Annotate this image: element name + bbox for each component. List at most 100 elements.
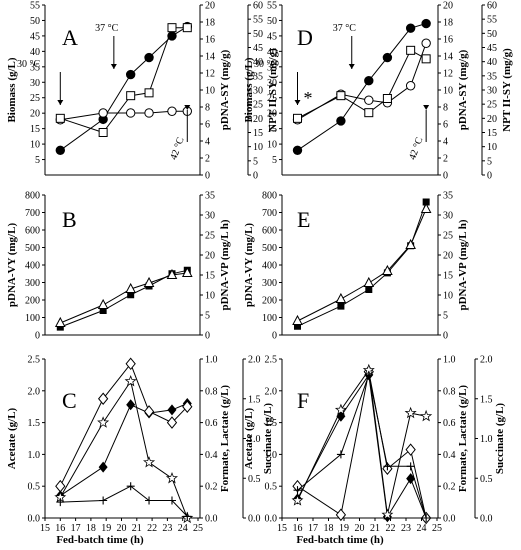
data-point-open-circle <box>98 108 108 118</box>
y-tick-label: 10 <box>205 291 215 302</box>
x-tick-label: 16 <box>293 523 303 534</box>
series-line <box>297 201 427 327</box>
y-axis-title: pDNA-VY (mg/L) <box>6 223 18 308</box>
y-tick-label: 55 <box>30 1 40 12</box>
y-tick-label: 25 <box>267 93 277 104</box>
y-tick-label: 100 <box>262 313 277 324</box>
y-tick-label: 1.0 <box>265 450 278 461</box>
data-point-open-star <box>143 456 156 468</box>
arrow-37c-head <box>110 64 117 69</box>
annotation-37c: 37 °C <box>95 23 118 34</box>
y-tick-label: 2 <box>205 154 210 165</box>
y-tick-label: 30 <box>205 211 215 222</box>
annotation-30c: 30 °C <box>254 59 277 70</box>
series-line <box>297 368 427 515</box>
x-tick-label: 16 <box>55 523 65 534</box>
arrow-30c-head <box>294 100 301 105</box>
y-tick-label: 40 <box>267 47 277 58</box>
y-tick-label: 45 <box>253 43 263 54</box>
data-point-filled-circle <box>336 116 346 126</box>
y-tick-label: 0.0 <box>205 514 218 525</box>
data-point-open-triangle <box>166 268 178 279</box>
series-lactate <box>55 357 193 493</box>
y-tick-label: 2.0 <box>248 355 261 366</box>
x-tick-label: 18 <box>86 523 96 534</box>
y-tick-label: 35 <box>30 62 40 73</box>
series-line <box>59 362 188 487</box>
y-tick-label: 1.0 <box>205 355 218 366</box>
series-succinate <box>56 482 192 521</box>
data-point-open-square <box>382 94 392 103</box>
y-tick-label: 20 <box>253 114 263 125</box>
series-pdna-vp <box>292 202 432 325</box>
y-tick-label: 20 <box>205 1 215 12</box>
data-point-open-triangle <box>420 202 432 213</box>
y-tick-label: 60 <box>253 1 263 12</box>
data-point-open-diamond <box>166 416 178 429</box>
y-tick-label: 100 <box>25 313 40 324</box>
panel-letter: B <box>62 207 77 232</box>
data-point-plus <box>145 496 154 505</box>
y-tick-label: 5 <box>443 311 448 322</box>
y-tick-label: 1.5 <box>248 394 261 405</box>
y-tick-label: 6 <box>205 120 210 131</box>
x-tick-label: 24 <box>417 523 427 534</box>
data-point-open-star <box>124 374 137 387</box>
y-tick-label: 0 <box>205 171 210 182</box>
data-point-open-triangle <box>292 314 303 325</box>
y-axis-title: Succinate (g/L) <box>262 403 274 475</box>
y-tick-label: 0.2 <box>443 482 456 493</box>
y-tick-label: 0.0 <box>443 514 456 525</box>
data-point-open-circle <box>167 106 177 116</box>
data-point-filled-diamond <box>167 404 177 416</box>
y-tick-label: 30 <box>267 78 277 89</box>
panel-letter: E <box>297 207 310 232</box>
y-tick-label: 0 <box>205 331 210 342</box>
y-tick-label: 35 <box>267 62 277 73</box>
y-tick-label: 16 <box>443 35 453 46</box>
y-tick-label: 200 <box>25 296 40 307</box>
series-line <box>60 403 188 497</box>
y-axis-title: Biomass (g/L) <box>6 57 18 122</box>
y-tick-label: 300 <box>25 278 40 289</box>
data-point-open-circle <box>405 81 416 91</box>
y-tick-label: 45 <box>30 31 40 42</box>
y-tick-label: 15 <box>253 128 263 139</box>
y-axis-title: pDNA-VP (mg/L h) <box>219 219 231 310</box>
x-tick-label: 15 <box>40 523 50 534</box>
arrow-42c-head <box>423 105 430 110</box>
y-tick-label: 0.5 <box>248 474 261 485</box>
x-axis-title-right: Fed-batch time (h) <box>296 534 384 546</box>
y-tick-label: 2.0 <box>28 386 41 397</box>
panel-letter: F <box>297 388 309 413</box>
y-tick-label: 10 <box>443 291 453 302</box>
y-tick-label: 60 <box>487 1 497 12</box>
data-point-open-star <box>404 406 417 419</box>
y-tick-label: 0.4 <box>205 450 218 461</box>
data-point-open-diamond <box>143 405 155 418</box>
y-tick-label: 400 <box>25 261 40 272</box>
y-axis-title: Succinate (g/L) <box>494 403 506 475</box>
series-npt-ii-sy <box>55 23 192 137</box>
data-point-filled-square <box>99 307 107 314</box>
panel-f: 15 16 17 18 19 20 21 22 23 24 25 F 0.0 0.5 1.0 1.5 2.0 2.… <box>243 355 506 535</box>
data-point-open-square <box>98 128 108 137</box>
y-tick-label: 20 <box>30 109 40 120</box>
y-tick-label: 45 <box>267 31 277 42</box>
y-tick-label: 0.0 <box>248 514 261 525</box>
y-tick-label: 0.0 <box>480 514 493 525</box>
x-tick-label: 19 <box>339 523 349 534</box>
data-point-open-diamond <box>405 443 416 456</box>
y-tick-label: 5 <box>272 155 277 166</box>
data-point-open-square <box>144 88 154 98</box>
y-tick-label: 25 <box>30 93 40 104</box>
y-tick-label: 20 <box>267 109 277 120</box>
series-line <box>297 373 427 519</box>
y-tick-label: 20 <box>443 1 453 12</box>
arrow-37c-head <box>348 64 355 69</box>
data-point-plus <box>99 496 108 505</box>
y-tick-label: 6 <box>443 120 448 131</box>
y-axis-title: pDNA-VY (mg/L) <box>243 223 255 308</box>
annotation-30c: 30 °C <box>17 59 40 70</box>
